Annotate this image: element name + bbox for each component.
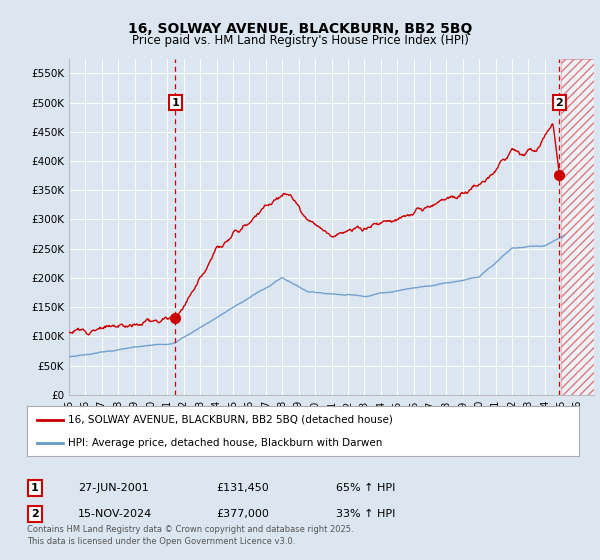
Text: £131,450: £131,450 [216,483,269,493]
Bar [561,59,594,395]
Text: £377,000: £377,000 [216,509,269,519]
Text: 1: 1 [172,97,179,108]
Text: 16, SOLWAY AVENUE, BLACKBURN, BB2 5BQ (detached house): 16, SOLWAY AVENUE, BLACKBURN, BB2 5BQ (d… [68,414,393,424]
Text: 2: 2 [556,97,563,108]
Text: Contains HM Land Registry data © Crown copyright and database right 2025.
This d: Contains HM Land Registry data © Crown c… [27,525,353,546]
Text: 1: 1 [31,483,38,493]
Text: 16, SOLWAY AVENUE, BLACKBURN, BB2 5BQ: 16, SOLWAY AVENUE, BLACKBURN, BB2 5BQ [128,22,472,36]
Text: Price paid vs. HM Land Registry's House Price Index (HPI): Price paid vs. HM Land Registry's House … [131,34,469,46]
Text: 27-JUN-2001: 27-JUN-2001 [78,483,149,493]
Text: 65% ↑ HPI: 65% ↑ HPI [336,483,395,493]
Text: HPI: Average price, detached house, Blackburn with Darwen: HPI: Average price, detached house, Blac… [68,438,383,448]
Text: 33% ↑ HPI: 33% ↑ HPI [336,509,395,519]
Text: 2: 2 [31,509,38,519]
Text: 15-NOV-2024: 15-NOV-2024 [78,509,152,519]
